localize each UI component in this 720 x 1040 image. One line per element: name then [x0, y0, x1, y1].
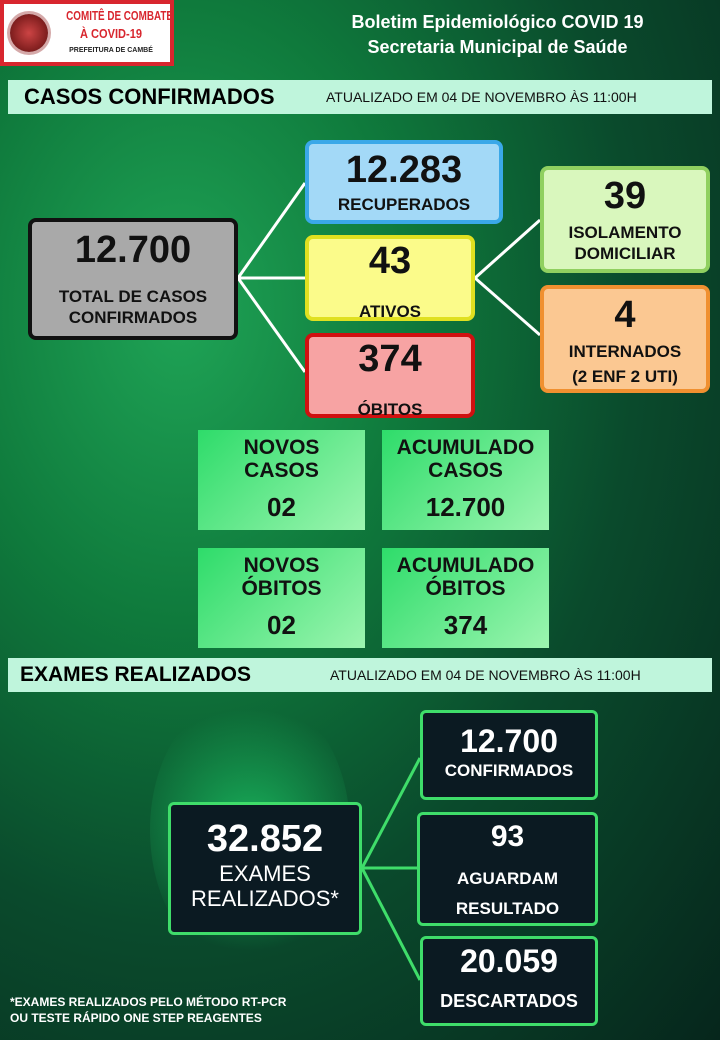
label: ISOLAMENTO: [568, 223, 682, 242]
committee-logo: COMITÊ DE COMBATE À COVID-19 PREFEITURA …: [0, 0, 174, 66]
bulletin-title: Boletim Epidemiológico COVID 19 Secretar…: [290, 10, 705, 60]
footnote-line-2: OU TESTE RÁPIDO ONE STEP REAGENTES: [10, 1011, 262, 1025]
label: AGUARDAM: [456, 869, 559, 888]
label: ACUMULADO: [396, 436, 535, 459]
label: REALIZADOS*: [191, 886, 339, 911]
footnote-line-1: *EXAMES REALIZADOS PELO MÉTODO RT-PCR: [10, 995, 287, 1009]
connector-exams-discarded: [360, 867, 422, 981]
label: CONFIRMADOS: [444, 761, 574, 780]
value: 02: [267, 610, 296, 640]
value: 374: [443, 610, 488, 640]
deaths-box: 374 ÓBITOS: [305, 333, 475, 419]
bulletin-title-line-1: Boletim Epidemiológico COVID 19: [351, 12, 644, 32]
value: 12.700: [460, 723, 558, 759]
label: NOVOS: [243, 554, 320, 577]
label: CASOS: [428, 459, 503, 482]
virus-icon: [10, 14, 48, 52]
exams-pending-box: 93 AGUARDAM RESULTADO: [417, 812, 598, 926]
label: CONFIRMADOS: [68, 308, 198, 327]
accumulated-cases-box: ACUMULADO CASOS 12.700: [382, 430, 549, 530]
label: INTERNADOS: [568, 342, 682, 361]
value: 12.700: [425, 492, 506, 522]
updated-text: ATUALIZADO EM 04 DE NOVEMBRO ÀS 11:00H: [326, 89, 637, 105]
value: 374: [358, 338, 422, 380]
value: 93: [490, 820, 525, 853]
hospitalized-box: 4 INTERNADOS (2 ENF 2 UTI): [540, 285, 710, 393]
connector-exams-confirmed: [360, 757, 422, 869]
new-cases-box: NOVOS CASOS 02: [198, 430, 365, 530]
label: TOTAL DE CASOS: [58, 287, 208, 306]
label: ÓBITOS: [425, 577, 506, 600]
value: 32.852: [206, 818, 324, 860]
bulletin-title-line-2: Secretaria Municipal de Saúde: [367, 37, 628, 57]
section-heading: EXAMES REALIZADOS: [20, 663, 252, 686]
exams-confirmed-box: 12.700 CONFIRMADOS: [420, 710, 598, 800]
exams-discarded-box: 20.059 DESCARTADOS: [420, 936, 598, 1026]
connector-total-recovered: [236, 182, 307, 279]
label: ÓBITOS: [357, 400, 423, 419]
value: 12.283: [345, 149, 463, 191]
label: CASOS: [244, 459, 319, 482]
total-cases-box: 12.700 TOTAL DE CASOS CONFIRMADOS: [28, 218, 238, 340]
detail: (2 ENF 2 UTI): [572, 367, 678, 386]
logo-line-1: COMITÊ DE COMBATE: [66, 8, 174, 23]
connector-active-isolation: [474, 218, 541, 280]
logo-line-3: PREFEITURA DE CAMBÉ: [69, 47, 153, 54]
recovered-box: 12.283 RECUPERADOS: [305, 140, 503, 224]
value: 4: [614, 294, 636, 336]
logo-line-2: À COVID-19: [79, 26, 143, 41]
value: 02: [267, 492, 296, 522]
label: ÓBITOS: [241, 577, 322, 600]
accumulated-deaths-box: ACUMULADO ÓBITOS 374: [382, 548, 549, 648]
label: ACUMULADO: [396, 554, 535, 577]
connector-total-deaths: [236, 277, 307, 373]
label: EXAMES: [219, 861, 311, 886]
section-header-casos: CASOS CONFIRMADOS ATUALIZADO EM 04 DE NO…: [8, 80, 712, 114]
total-exams-box: 32.852 EXAMES REALIZADOS*: [168, 802, 362, 935]
label: RECUPERADOS: [337, 195, 471, 214]
new-deaths-box: NOVOS ÓBITOS 02: [198, 548, 365, 648]
value: 20.059: [460, 943, 558, 979]
label: DOMICILIAR: [574, 244, 676, 263]
value: 12.700: [74, 229, 192, 271]
section-header-exames: EXAMES REALIZADOS ATUALIZADO EM 04 DE NO…: [8, 658, 712, 692]
home-isolation-box: 39 ISOLAMENTO DOMICILIAR: [540, 166, 710, 273]
connector-active-hospitalized: [474, 276, 541, 337]
active-box: 43 ATIVOS: [305, 235, 475, 321]
label: NOVOS: [243, 436, 320, 459]
updated-text: ATUALIZADO EM 04 DE NOVEMBRO ÀS 11:00H: [330, 667, 641, 683]
footnote: *EXAMES REALIZADOS PELO MÉTODO RT-PCR OU…: [10, 994, 286, 1026]
label: DESCARTADOS: [440, 991, 578, 1011]
section-heading: CASOS CONFIRMADOS: [24, 84, 275, 109]
value: 39: [603, 175, 647, 217]
value: 43: [368, 240, 412, 282]
label: RESULTADO: [455, 899, 560, 918]
label: ATIVOS: [358, 302, 422, 321]
